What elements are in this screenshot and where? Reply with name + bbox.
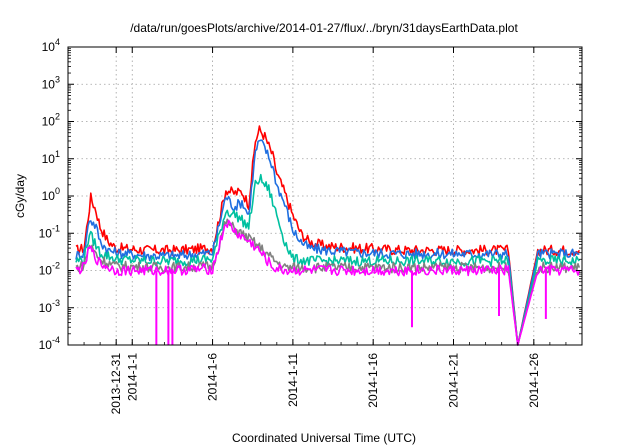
- x-tick-label: 2013-12-31: [109, 353, 123, 415]
- x-tick-label: 2014-1-21: [447, 353, 461, 408]
- y-tick-label: 10-2: [39, 261, 60, 278]
- y-tick-label: 103: [42, 74, 60, 91]
- grid: [68, 46, 582, 346]
- y-tick-label: 104: [42, 37, 60, 54]
- y-tick-label: 102: [42, 112, 60, 129]
- x-tick-label: 2014-1-16: [366, 353, 380, 408]
- y-tick-label: 10-4: [39, 335, 60, 352]
- x-tick-label: 2014-1-6: [206, 353, 220, 401]
- series-line-1: [75, 125, 581, 346]
- x-tick-label: 2014-1-1: [125, 353, 139, 401]
- y-tick-label: 100: [42, 186, 60, 203]
- series-line-2: [75, 139, 580, 346]
- x-tick-label: 2014-1-11: [286, 353, 300, 407]
- series-line-3: [75, 173, 580, 346]
- series-layer: [75, 125, 581, 346]
- x-axis-label: Coordinated Universal Time (UTC): [232, 431, 416, 445]
- chart-title: /data/run/goesPlots/archive/2014-01-27/f…: [130, 21, 518, 35]
- y-tick-label: 10-1: [39, 223, 60, 240]
- y-tick-label: 101: [42, 149, 60, 166]
- x-tick-label: 2014-1-26: [527, 353, 541, 408]
- series-line-4: [75, 218, 581, 346]
- y-axis-label: cGy/day: [13, 174, 27, 218]
- series-line-5: [75, 219, 581, 346]
- x-axis: 2013-12-31 2014-1-1 2014-1-6 2014-1-11 2014-…: [67, 47, 583, 415]
- y-tick-label: 10-3: [39, 298, 60, 315]
